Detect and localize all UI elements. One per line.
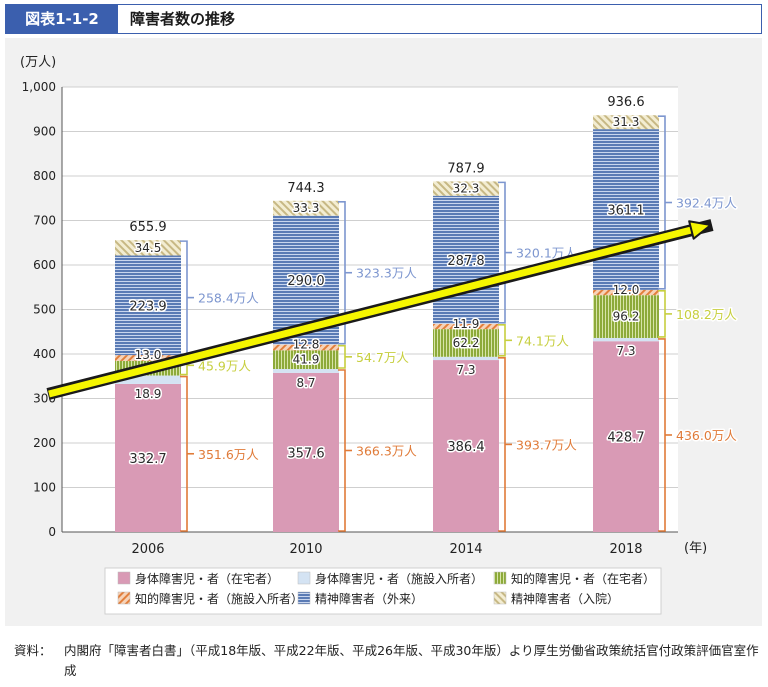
segment-data-label: 386.4 [447, 440, 484, 455]
legend-box [104, 567, 662, 615]
bar-segment [273, 368, 339, 373]
bar-segment [115, 255, 181, 356]
segment-data-label: 361.1 [607, 203, 644, 218]
bar-segment [273, 200, 339, 216]
bracket-total-label: 393.7万人 [516, 437, 577, 452]
bar-segment [593, 295, 659, 338]
segment-data-label: 332.7 [129, 452, 166, 467]
bar-segment [593, 289, 659, 296]
x-tick-label: 2014 [449, 542, 482, 557]
x-tick-label: 2018 [609, 542, 642, 557]
source-text: 内閣府「障害者白書」（平成18年版、平成22年版、平成26年版、平成30年版）よ… [64, 643, 759, 678]
legend-entry: 身体障害児・者（施設入所者） [315, 571, 483, 586]
legend-entry: 身体障害児・者（在宅者） [135, 571, 279, 586]
legend-entry: 精神障害者（外来） [315, 591, 423, 606]
legend-entry: 知的障害児・者（在宅者） [511, 571, 655, 586]
segment-data-label: 33.3 [293, 201, 320, 215]
legend-swatch [297, 571, 311, 585]
bracket-total-label: 45.9万人 [198, 358, 251, 373]
segment-data-label: 7.3 [456, 363, 475, 377]
x-tick-label: 2010 [289, 542, 322, 557]
legend-entry: 知的障害児・者（施設入所者） [135, 591, 303, 606]
bracket-total-label: 54.7万人 [356, 350, 409, 365]
segment-data-label: 223.9 [129, 299, 166, 314]
y-tick-label: 900 [33, 125, 56, 139]
legend-swatch [117, 591, 131, 605]
figure-title: 障害者数の推移 [130, 10, 236, 28]
y-tick-label: 500 [33, 303, 56, 317]
bar-total-label: 744.3 [287, 181, 324, 196]
y-tick-label: 200 [33, 436, 56, 450]
bar-segment [115, 375, 181, 384]
legend-swatch [493, 591, 507, 605]
y-tick-label: 400 [33, 347, 56, 361]
y-tick-label: 700 [33, 214, 56, 228]
segment-data-label: 34.5 [135, 241, 162, 255]
bar-segment [433, 181, 499, 196]
y-tick-label: 0 [48, 525, 56, 539]
bar-segment [115, 355, 181, 361]
y-tick-label: 800 [33, 169, 56, 183]
bar-segment [115, 383, 181, 532]
bar-segment [273, 372, 339, 532]
bracket-total-label: 258.4万人 [198, 291, 259, 306]
segment-data-label: 96.2 [613, 310, 640, 324]
segment-data-label: 428.7 [607, 431, 644, 446]
segment-data-label: 18.9 [135, 387, 162, 401]
legend-swatch [297, 591, 311, 605]
bar-segment [433, 356, 499, 361]
segment-data-label: 62.2 [453, 336, 480, 350]
segment-data-label: 13.0 [135, 348, 162, 362]
segment-data-label: 31.3 [613, 115, 640, 129]
bar-segment [593, 337, 659, 342]
segment-data-label: 11.9 [453, 317, 480, 331]
stacked-bar-chart: (万人) (年) 01002003004005006007008009001,0… [20, 55, 739, 615]
legend-entry: 精神障害者（入院） [511, 591, 619, 606]
bar-segment [433, 195, 499, 324]
segment-data-label: 290.0 [287, 274, 324, 289]
bar-segment [433, 323, 499, 330]
bar-total-label: 787.9 [447, 161, 484, 176]
segment-data-label: 32.3 [453, 182, 480, 196]
bracket-total-label: 392.4万人 [676, 196, 737, 211]
bar-total-label: 655.9 [129, 220, 166, 235]
y-tick-label: 600 [33, 258, 56, 272]
bar-segment [273, 350, 339, 369]
bar-total-label: 936.6 [607, 95, 644, 110]
legend-swatch [493, 571, 507, 585]
segment-data-label: 12.8 [293, 338, 320, 352]
bracket-total-label: 323.3万人 [356, 266, 417, 281]
bracket-total-label: 108.2万人 [676, 307, 737, 322]
y-axis-unit: (万人) [20, 55, 56, 70]
y-tick-label: 1,000 [22, 80, 56, 94]
segment-data-label: 287.8 [447, 254, 484, 269]
legend-swatch [117, 571, 131, 585]
segment-data-label: 8.7 [296, 376, 315, 390]
figure-header: 図表1-1-2 障害者数の推移 [5, 4, 762, 34]
bar-segment [115, 240, 181, 256]
bracket-total-label: 74.1万人 [516, 333, 569, 348]
bar-segment [593, 115, 659, 130]
y-tick-label: 100 [33, 481, 56, 495]
trend-arrow [48, 220, 712, 398]
x-tick-label: 2006 [131, 542, 164, 557]
x-axis-unit: (年) [684, 541, 707, 556]
source-label: 資料： [14, 643, 52, 658]
segment-data-label: 7.3 [616, 344, 635, 358]
segment-data-label: 12.0 [613, 283, 640, 297]
bar-segment [433, 329, 499, 357]
bracket-total-label: 366.3万人 [356, 443, 417, 458]
bar-segment [273, 344, 339, 351]
bar-segment [593, 341, 659, 532]
figure-label: 図表1-1-2 [6, 5, 118, 33]
segment-data-label: 41.9 [293, 353, 320, 367]
bracket-total-label: 351.6万人 [198, 447, 259, 462]
bracket-total-label: 436.0万人 [676, 428, 737, 443]
bar-segment [433, 360, 499, 532]
bar-segment [593, 129, 659, 290]
segment-data-label: 357.6 [287, 446, 324, 461]
